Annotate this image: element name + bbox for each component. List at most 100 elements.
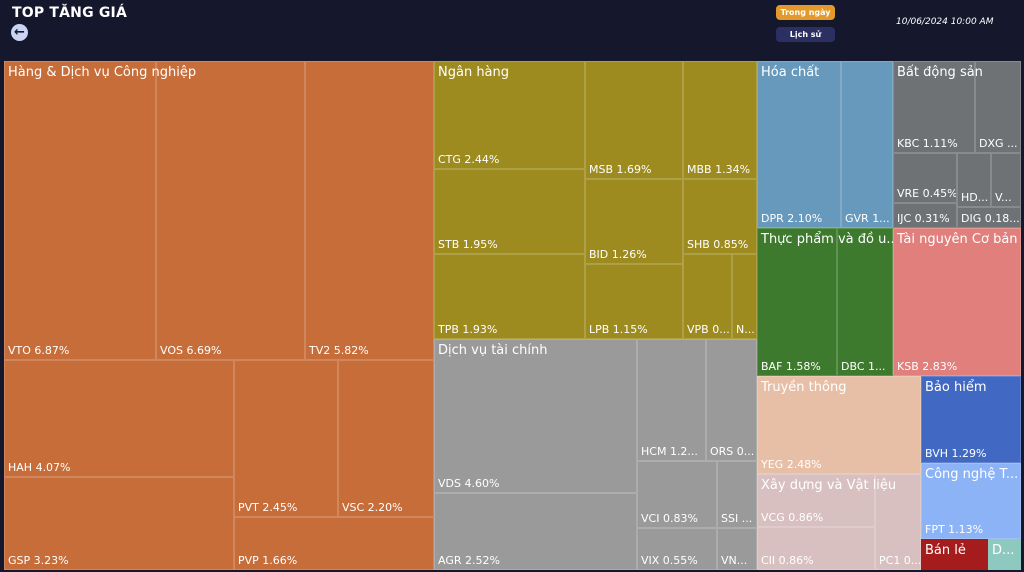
sector-construction[interactable]: VCG 0.86% CII 0.86% PC1 0... Xây dựng và…: [757, 474, 921, 570]
stock-label: BAF 1.58%: [761, 360, 821, 373]
stock-cell-vds[interactable]: VDS 4.60%: [434, 339, 637, 493]
stock-cell-tv2[interactable]: TV2 5.82%: [305, 61, 434, 360]
stock-cell-pc1[interactable]: PC1 0...: [875, 474, 921, 570]
sector-name: Xây dựng và Vật liệu: [761, 478, 897, 493]
stock-cell-vsc[interactable]: VSC 2.20%: [338, 360, 434, 517]
sector-other[interactable]: D...: [988, 539, 1021, 570]
sector-retail[interactable]: Bán lẻ: [921, 539, 988, 570]
stock-label: HAH 4.07%: [8, 461, 71, 474]
sector-name: Ngân hàng: [438, 65, 510, 80]
stock-cell-gvr[interactable]: GVR 1...: [841, 61, 893, 228]
back-arrow-icon[interactable]: ←: [11, 24, 28, 41]
stock-label: KBC 1.11%: [897, 137, 958, 150]
stock-label: BID 1.26%: [589, 248, 647, 261]
stock-cell-shb[interactable]: SHB 0.85%: [683, 179, 757, 254]
stock-label: VOS 6.69%: [160, 344, 222, 357]
stock-cell-msb[interactable]: MSB 1.69%: [585, 61, 683, 179]
stock-label: ORS 0...: [710, 445, 755, 458]
treemap: VTO 6.87% VOS 6.69% TV2 5.82% HAH 4.07% …: [4, 61, 1021, 570]
stock-label: VPB 0...: [687, 323, 730, 336]
stock-cell-agr[interactable]: AGR 2.52%: [434, 493, 637, 570]
stock-label: VDS 4.60%: [438, 477, 500, 490]
stock-label: LPB 1.15%: [589, 323, 648, 336]
sector-name: Thực phẩm và đồ u...: [761, 232, 899, 247]
stock-cell-dxg[interactable]: DXG ...: [975, 61, 1021, 153]
sector-real-estate[interactable]: KBC 1.11% DXG ... VRE 0.45% HD... V... I…: [893, 61, 1021, 228]
stock-cell-dig[interactable]: DIG 0.18...: [957, 207, 1021, 228]
stock-label: TPB 1.93%: [438, 323, 498, 336]
sector-insurance[interactable]: BVH 1.29% Bảo hiểm: [921, 376, 1021, 463]
stock-cell-vci[interactable]: VCI 0.83%: [637, 461, 717, 528]
sector-name: Hóa chất: [761, 65, 820, 80]
stock-cell-lpb[interactable]: LPB 1.15%: [585, 264, 683, 339]
sector-industrial[interactable]: VTO 6.87% VOS 6.69% TV2 5.82% HAH 4.07% …: [4, 61, 434, 570]
stock-label: SSI ...: [721, 512, 753, 525]
intraday-button[interactable]: Trong ngày: [776, 5, 835, 20]
stock-label: PVT 2.45%: [238, 501, 298, 514]
stock-label: VIX 0.55%: [641, 554, 698, 567]
page-title: TOP TĂNG GIÁ: [12, 5, 127, 21]
stock-cell-vn[interactable]: VN...: [717, 528, 757, 570]
sector-name: Dịch vụ tài chính: [438, 343, 548, 358]
stock-label: STB 1.95%: [438, 238, 498, 251]
stock-cell-bid[interactable]: BID 1.26%: [585, 179, 683, 264]
sector-finance[interactable]: VDS 4.60% AGR 2.52% HCM 1.2... ORS 0... …: [434, 339, 757, 570]
stock-cell-ctg[interactable]: CTG 2.44%: [434, 61, 585, 169]
stock-cell-v[interactable]: V...: [991, 153, 1021, 207]
stock-cell-bvh[interactable]: BVH 1.29%: [921, 376, 1021, 463]
stock-cell-hcm[interactable]: HCM 1.2...: [637, 339, 706, 461]
stock-label: MSB 1.69%: [589, 163, 652, 176]
sector-resources[interactable]: KSB 2.83% Tài nguyên Cơ bản: [893, 228, 1021, 376]
stock-label: BVH 1.29%: [925, 447, 987, 460]
stock-cell-vpb[interactable]: VPB 0...: [683, 254, 732, 339]
stock-label: V...: [995, 191, 1012, 204]
stock-cell-dpr[interactable]: DPR 2.10%: [757, 61, 841, 228]
sector-bank[interactable]: CTG 2.44% STB 1.95% TPB 1.93% MSB 1.69% …: [434, 61, 757, 339]
stock-label: HCM 1.2...: [641, 445, 698, 458]
stock-label: FPT 1.13%: [925, 523, 984, 536]
stock-label: DPR 2.10%: [761, 212, 823, 225]
stock-cell-gsp[interactable]: GSP 3.23%: [4, 477, 234, 570]
stock-cell-baf[interactable]: BAF 1.58%: [757, 228, 837, 376]
stock-label: TV2 5.82%: [309, 344, 369, 357]
stock-cell-pvp[interactable]: PVP 1.66%: [234, 517, 434, 570]
stock-cell-vix[interactable]: VIX 0.55%: [637, 528, 717, 570]
stock-cell-ijc[interactable]: IJC 0.31%: [893, 203, 957, 228]
stock-cell-vto[interactable]: VTO 6.87%: [4, 61, 156, 360]
stock-label: PVP 1.66%: [238, 554, 298, 567]
stock-label: DIG 0.18...: [961, 212, 1020, 225]
stock-cell-hah[interactable]: HAH 4.07%: [4, 360, 234, 477]
stock-cell-mbb[interactable]: MBB 1.34%: [683, 61, 757, 179]
stock-cell-vcg[interactable]: VCG 0.86%: [757, 474, 875, 527]
history-button[interactable]: Lịch sử: [776, 27, 835, 42]
stock-cell-fpt[interactable]: FPT 1.13%: [921, 463, 1021, 539]
stock-cell-vre[interactable]: VRE 0.45%: [893, 153, 957, 203]
stock-label: HD...: [961, 191, 989, 204]
sector-chemicals[interactable]: DPR 2.10% GVR 1... Hóa chất: [757, 61, 893, 228]
stock-label: AGR 2.52%: [438, 554, 500, 567]
stock-cell-ors[interactable]: ORS 0...: [706, 339, 757, 461]
sector-food[interactable]: BAF 1.58% DBC 1... Thực phẩm và đồ u...: [757, 228, 899, 376]
stock-label: DXG ...: [979, 137, 1018, 150]
stock-cell-vos[interactable]: VOS 6.69%: [156, 61, 305, 360]
stock-label: IJC 0.31%: [897, 212, 950, 225]
sector-media[interactable]: YEG 2.48% Truyền thông: [757, 376, 921, 474]
sector-tech[interactable]: FPT 1.13% Công nghệ T...: [921, 463, 1021, 539]
stock-cell-tpb[interactable]: TPB 1.93%: [434, 254, 585, 339]
stock-cell-n[interactable]: N...: [732, 254, 757, 339]
sector-name: Công nghệ T...: [925, 467, 1019, 482]
stock-cell-ksb[interactable]: KSB 2.83%: [893, 228, 1021, 376]
header-bar: TOP TĂNG GIÁ ← Trong ngày Lịch sử 10/06/…: [0, 0, 1024, 60]
stock-cell-pvt[interactable]: PVT 2.45%: [234, 360, 338, 517]
stock-cell-cii[interactable]: CII 0.86%: [757, 527, 875, 570]
stock-cell-yeg[interactable]: YEG 2.48%: [757, 376, 921, 474]
stock-cell-ssi[interactable]: SSI ...: [717, 461, 757, 528]
sector-name: D...: [992, 543, 1015, 558]
stock-cell-hd[interactable]: HD...: [957, 153, 991, 207]
stock-cell-dbc[interactable]: DBC 1...: [837, 228, 893, 376]
stock-label: N...: [736, 323, 755, 336]
stock-cell-stb[interactable]: STB 1.95%: [434, 169, 585, 254]
stock-label: SHB 0.85%: [687, 238, 749, 251]
timestamp: 10/06/2024 10:00 AM: [896, 17, 994, 27]
stock-cell-kbc[interactable]: KBC 1.11%: [893, 61, 975, 153]
